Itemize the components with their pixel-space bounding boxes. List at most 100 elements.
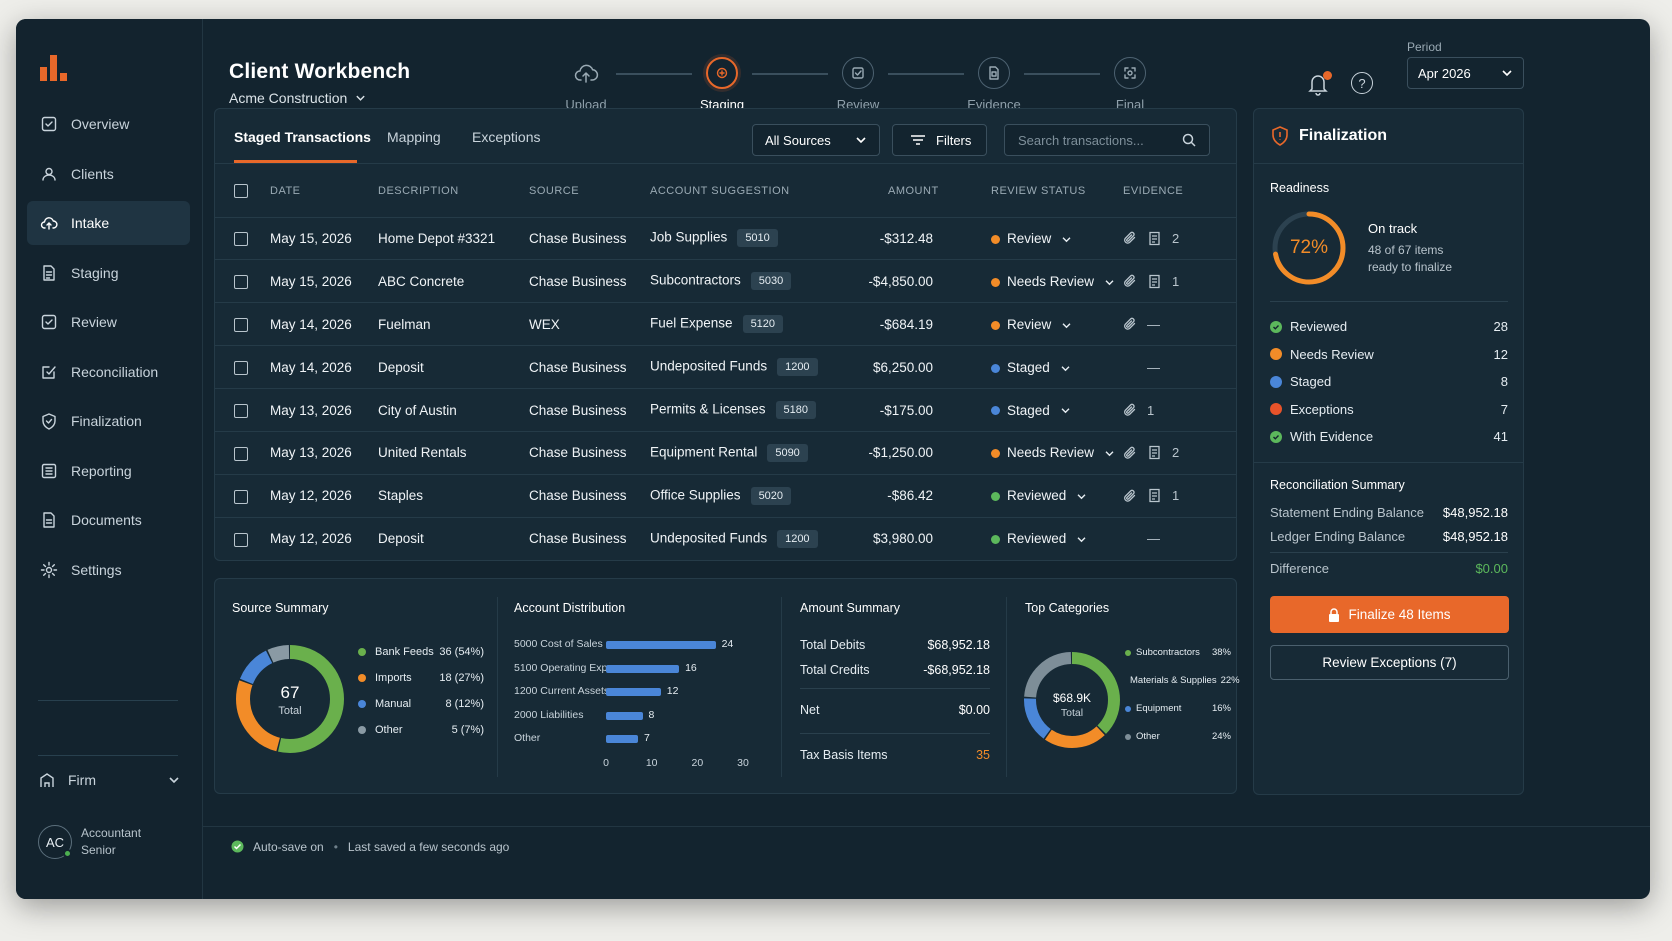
tab-staged-transactions[interactable]: Staged Transactions bbox=[234, 129, 371, 145]
step-staging[interactable]: Staging bbox=[682, 39, 762, 112]
readiness-stat-row: With Evidence 41 bbox=[1270, 429, 1508, 444]
sidebar-divider bbox=[38, 700, 178, 701]
attachment-icon[interactable] bbox=[1123, 231, 1137, 245]
readiness-status: On track bbox=[1368, 221, 1418, 236]
finalize-button[interactable]: Finalize 48 Items bbox=[1270, 596, 1509, 633]
row-checkbox[interactable] bbox=[234, 360, 248, 375]
sidebar-item-label: Intake bbox=[71, 215, 110, 231]
step-evidence[interactable]: Evidence bbox=[954, 39, 1034, 112]
status-dropdown[interactable]: Needs Review bbox=[973, 431, 1123, 475]
review-exceptions-button[interactable]: Review Exceptions (7) bbox=[1270, 645, 1509, 680]
attachment-icon[interactable] bbox=[1123, 403, 1137, 417]
attachment-icon[interactable] bbox=[1123, 317, 1137, 331]
notifications-bell-icon[interactable] bbox=[1306, 71, 1332, 97]
sidebar-item-overview[interactable]: Overview bbox=[27, 102, 190, 146]
cell-account[interactable]: Equipment Rental 5090 bbox=[650, 431, 848, 475]
tab-mapping[interactable]: Mapping bbox=[387, 129, 441, 145]
category-total-label: Total bbox=[1060, 707, 1084, 719]
table-row[interactable]: May 14, 2026 Deposit Chase Business Unde… bbox=[215, 345, 1236, 390]
receipt-icon[interactable] bbox=[1147, 231, 1162, 246]
legend-value: 5 (7%) bbox=[451, 724, 484, 736]
evidence-cell: 2 bbox=[1123, 445, 1236, 460]
evidence-count: 2 bbox=[1172, 445, 1180, 461]
status-dropdown[interactable]: Needs Review bbox=[973, 259, 1123, 304]
axis-tick-label: 30 bbox=[737, 757, 749, 769]
cell-account[interactable]: Office Supplies 5020 bbox=[650, 474, 848, 518]
search-box[interactable] bbox=[1004, 124, 1210, 156]
status-dot bbox=[991, 234, 1000, 244]
table-row[interactable]: May 12, 2026 Staples Chase Business Offi… bbox=[215, 474, 1236, 518]
status-dropdown[interactable]: Review bbox=[973, 217, 1123, 261]
cell-account[interactable]: Fuel Expense 5120 bbox=[650, 302, 848, 347]
period-label: Period bbox=[1407, 40, 1442, 54]
attachment-icon[interactable] bbox=[1123, 489, 1137, 503]
step-review[interactable]: Review bbox=[818, 39, 898, 112]
firm-selector[interactable]: Firm bbox=[38, 765, 180, 795]
status-dropdown[interactable]: Reviewed bbox=[973, 474, 1123, 518]
table-row[interactable]: May 15, 2026 Home Depot #3321 Chase Busi… bbox=[215, 217, 1236, 261]
receipt-icon[interactable] bbox=[1147, 445, 1162, 460]
account-name: Job Supplies bbox=[650, 230, 728, 245]
cell-account[interactable]: Subcontractors 5030 bbox=[650, 259, 848, 304]
user-profile[interactable]: AC Accountant Senior bbox=[38, 825, 141, 859]
sidebar: Overview Clients Intake Staging Review Reconc… bbox=[16, 19, 203, 899]
sidebar-item-reconciliation[interactable]: Reconciliation bbox=[27, 350, 190, 394]
sidebar-item-settings[interactable]: Settings bbox=[27, 548, 190, 592]
sidebar-item-review[interactable]: Review bbox=[27, 300, 190, 344]
firm-label: Firm bbox=[68, 772, 96, 788]
row-checkbox[interactable] bbox=[234, 489, 248, 504]
transactions-table: DATE DESCRIPTION SOURCE ACCOUNT SUGGESTI… bbox=[215, 165, 1236, 560]
cell-account[interactable]: Undeposited Funds 1200 bbox=[650, 517, 848, 560]
status-label: Reviewed bbox=[1007, 488, 1067, 504]
status-dropdown[interactable]: Review bbox=[973, 302, 1123, 347]
row-checkbox[interactable] bbox=[234, 232, 248, 247]
status-dropdown[interactable]: Reviewed bbox=[973, 517, 1123, 560]
legend-label: Bank Feeds bbox=[375, 646, 434, 658]
row-checkbox[interactable] bbox=[234, 532, 248, 547]
chevron-down-icon bbox=[1077, 537, 1086, 543]
table-row[interactable]: May 12, 2026 Deposit Chase Business Unde… bbox=[215, 517, 1236, 560]
status-dropdown[interactable]: Staged bbox=[973, 345, 1123, 390]
select-all-checkbox[interactable] bbox=[234, 183, 248, 198]
table-row[interactable]: May 13, 2026 United Rentals Chase Busine… bbox=[215, 431, 1236, 475]
row-checkbox[interactable] bbox=[234, 403, 248, 418]
source-total-label: Total bbox=[278, 705, 302, 717]
row-checkbox[interactable] bbox=[234, 446, 248, 461]
sidebar-item-documents[interactable]: Documents bbox=[27, 498, 190, 542]
cell-description: Home Depot #3321 bbox=[378, 217, 529, 261]
divider bbox=[800, 733, 990, 734]
legend-label: Imports bbox=[375, 672, 412, 684]
divider bbox=[1270, 552, 1508, 553]
filters-button[interactable]: Filters bbox=[892, 124, 987, 156]
cell-account[interactable]: Undeposited Funds 1200 bbox=[650, 345, 848, 390]
tab-exceptions[interactable]: Exceptions bbox=[472, 129, 541, 145]
step-final[interactable]: Final bbox=[1090, 39, 1170, 112]
cell-account[interactable]: Permits & Licenses 5180 bbox=[650, 388, 848, 432]
table-row[interactable]: May 14, 2026 Fuelman WEX Fuel Expense 512… bbox=[215, 302, 1236, 347]
attachment-icon[interactable] bbox=[1123, 274, 1137, 288]
row-checkbox[interactable] bbox=[234, 317, 248, 332]
attachment-icon[interactable] bbox=[1123, 446, 1137, 460]
sidebar-item-reporting[interactable]: Reporting bbox=[27, 449, 190, 493]
cell-source: Chase Business bbox=[529, 388, 650, 432]
cell-account[interactable]: Job Supplies 5010 bbox=[650, 217, 848, 261]
row-checkbox[interactable] bbox=[234, 275, 248, 290]
status-dropdown[interactable]: Staged bbox=[973, 388, 1123, 432]
receipt-icon[interactable] bbox=[1147, 488, 1162, 503]
sidebar-item-clients[interactable]: Clients bbox=[27, 152, 190, 196]
status-label: Review bbox=[1007, 316, 1052, 332]
client-selector[interactable]: Acme Construction bbox=[229, 90, 366, 106]
sidebar-item-staging[interactable]: Staging bbox=[27, 251, 190, 295]
table-row[interactable]: May 13, 2026 City of Austin Chase Busine… bbox=[215, 388, 1236, 432]
cell-source: WEX bbox=[529, 302, 650, 347]
search-input[interactable] bbox=[1018, 132, 1168, 148]
source-select[interactable]: All Sources bbox=[752, 124, 880, 156]
period-select[interactable]: Apr 2026 bbox=[1407, 57, 1524, 89]
documents-icon bbox=[43, 512, 55, 528]
step-upload[interactable]: Upload bbox=[546, 39, 626, 112]
receipt-icon[interactable] bbox=[1147, 274, 1162, 289]
help-icon[interactable]: ? bbox=[1351, 72, 1373, 94]
sidebar-item-intake[interactable]: Intake bbox=[27, 201, 190, 245]
table-row[interactable]: May 15, 2026 ABC Concrete Chase Business… bbox=[215, 259, 1236, 304]
sidebar-item-finalization[interactable]: Finalization bbox=[27, 399, 190, 443]
